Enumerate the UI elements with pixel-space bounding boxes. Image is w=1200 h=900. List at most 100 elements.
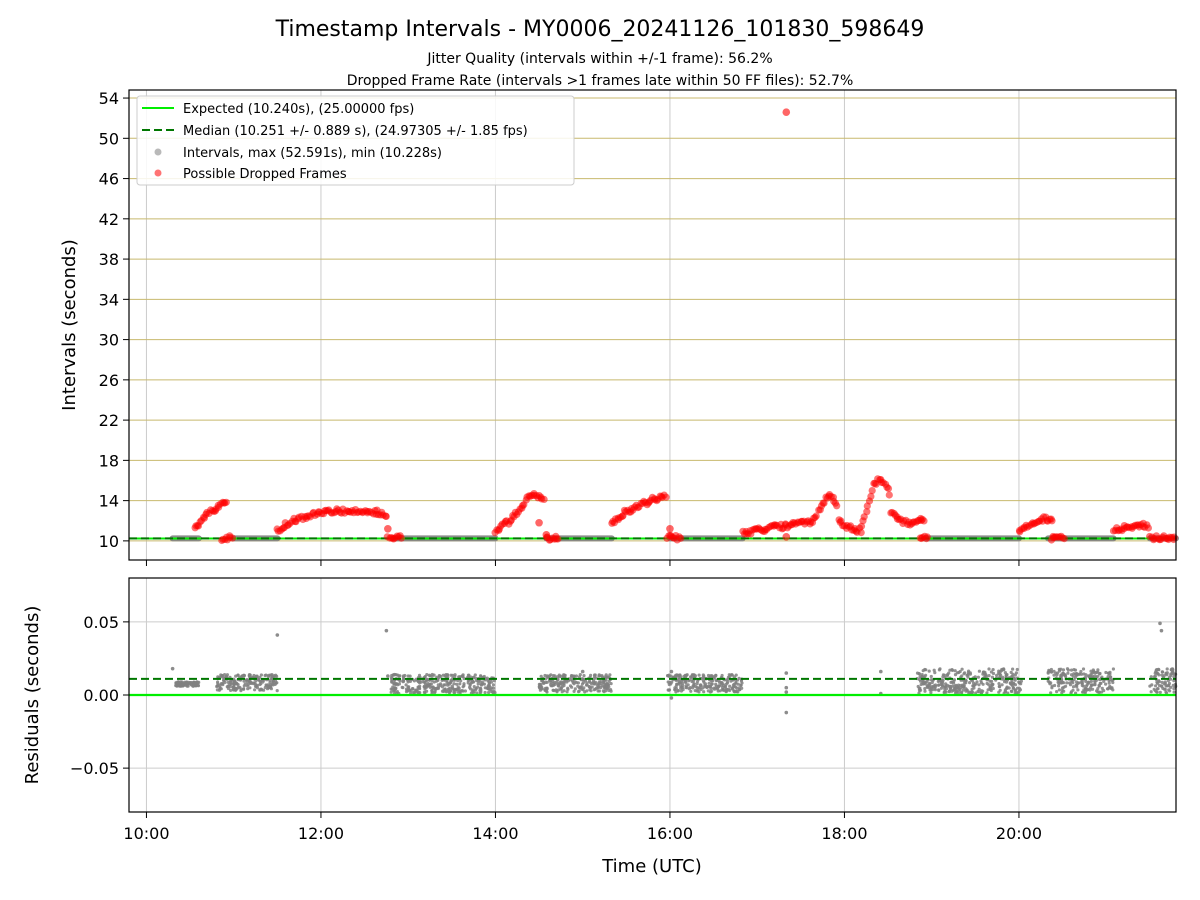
residual-point	[1159, 628, 1164, 633]
residual-point	[248, 673, 252, 677]
residual-point	[1008, 681, 1012, 685]
residual-point	[928, 681, 932, 685]
residual-point	[687, 687, 691, 691]
residual-point	[422, 685, 426, 689]
legend-expected-label: Expected (10.240s), (25.00000 fps)	[183, 102, 414, 117]
residual-point	[1171, 683, 1175, 688]
residual-point	[1106, 675, 1110, 679]
legend-box	[136, 95, 575, 186]
residual-point	[542, 681, 546, 685]
residual-point	[1013, 673, 1018, 677]
residual-point	[1162, 682, 1166, 686]
residual-point	[580, 669, 585, 674]
dropped-frame-point	[228, 534, 237, 542]
residual-point	[967, 691, 971, 695]
residual-point	[933, 686, 937, 691]
residual-cluster	[389, 672, 497, 696]
residual-point	[474, 688, 478, 692]
residual-point	[1090, 683, 1094, 688]
residual-point	[667, 674, 671, 679]
residual-point	[728, 684, 732, 688]
residual-point	[1049, 691, 1053, 695]
residual-point	[186, 684, 190, 688]
residual-cluster	[666, 673, 744, 694]
residual-point	[560, 682, 564, 686]
residual-point	[234, 688, 238, 692]
residual-point	[262, 688, 266, 692]
residual-point	[694, 685, 698, 689]
residual-point	[985, 691, 989, 695]
residual-point	[236, 683, 240, 687]
residual-point	[1164, 690, 1168, 694]
residual-point	[1172, 687, 1176, 691]
residual-point	[667, 688, 672, 692]
residual-point	[607, 688, 611, 693]
residual-point	[973, 675, 977, 679]
residual-point	[389, 676, 393, 680]
residual-point	[1169, 685, 1173, 690]
residual-point	[997, 684, 1001, 689]
residual-point	[695, 679, 700, 684]
residual-point	[1084, 679, 1088, 684]
residual-point	[1066, 671, 1070, 675]
residual-point	[268, 680, 272, 685]
residual-point	[784, 685, 789, 690]
residual-point	[997, 690, 1001, 694]
residual-point	[220, 674, 224, 678]
residual-point	[1076, 688, 1080, 692]
residual-point	[232, 685, 236, 689]
residual-point	[690, 673, 695, 677]
residual-point	[1157, 679, 1161, 683]
residual-point	[1111, 667, 1115, 671]
residual-point	[253, 688, 257, 692]
x-axis-label: Time (UTC)	[601, 856, 702, 877]
residual-point	[1077, 672, 1081, 676]
residual-point	[981, 672, 985, 676]
residuals-y-tick-label: 0.00	[83, 686, 119, 705]
residual-point	[255, 674, 259, 678]
residual-point	[708, 690, 713, 694]
residual-point	[446, 687, 450, 692]
residual-point	[679, 689, 684, 693]
residual-point	[470, 680, 474, 684]
residual-point	[944, 690, 948, 694]
dropped-frame-point	[1170, 533, 1178, 541]
residual-point	[215, 688, 219, 692]
residual-point	[433, 690, 437, 695]
intervals-plot: 10 14 18 22 26 30 34 38 42 46 50 54 Intervals (seco…	[59, 89, 1179, 566]
residual-point	[1160, 670, 1164, 674]
residuals-axes: 10:00 12:00 14:00 16:00 18:00 20:00 0.05 0.00 −0…	[70, 613, 1042, 843]
residual-point	[917, 687, 921, 691]
residual-point	[739, 683, 743, 688]
x-tick-label: 20:00	[996, 824, 1042, 843]
residual-point	[1055, 673, 1059, 677]
residual-point	[1088, 674, 1092, 678]
dropped-frame-point	[863, 508, 871, 516]
residual-point	[562, 673, 566, 677]
intervals-y-tick-label: 30	[99, 331, 119, 350]
residual-point	[1111, 680, 1115, 685]
residual-point	[713, 687, 717, 691]
residual-point	[1072, 678, 1076, 682]
residual-point	[188, 681, 192, 685]
residual-point	[1013, 683, 1018, 687]
figure-title: Timestamp Intervals - MY0006_20241126_10…	[275, 17, 925, 42]
intervals-plot-frame	[128, 89, 1177, 561]
residual-point	[1079, 680, 1083, 684]
residual-point	[989, 670, 994, 674]
residual-point	[1073, 672, 1077, 676]
residual-point	[707, 681, 711, 685]
residual-point	[436, 683, 440, 687]
residual-point	[221, 681, 225, 686]
residual-point	[702, 690, 706, 694]
residual-point	[950, 668, 954, 672]
residual-point	[731, 683, 736, 687]
residual-point	[705, 685, 709, 690]
residual-point	[1069, 668, 1074, 672]
residual-point	[194, 684, 198, 688]
residual-point	[269, 683, 273, 687]
residual-point	[1097, 683, 1101, 688]
dropped-frame-point	[1060, 535, 1068, 543]
residual-point	[386, 674, 390, 678]
residual-point	[970, 690, 974, 694]
